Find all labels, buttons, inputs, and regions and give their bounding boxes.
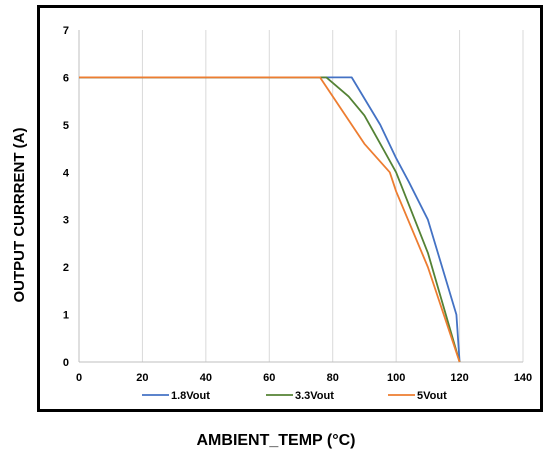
y-tick-label: 6 (63, 72, 69, 84)
chart-frame (37, 5, 543, 412)
y-tick-label: 0 (63, 357, 69, 369)
legend-label-5vout: 5Vout (417, 390, 447, 402)
y-tick-label: 3 (63, 215, 69, 227)
y-tick-label: 4 (63, 167, 70, 179)
y-tick-label: 5 (63, 120, 69, 132)
x-tick-label: 0 (76, 372, 82, 384)
x-tick-label: 20 (136, 372, 148, 384)
x-tick-label: 120 (450, 372, 468, 384)
x-tick-label: 100 (387, 372, 405, 384)
x-axis-title: AMBIENT_TEMP (°C) (197, 432, 356, 449)
series-line-5vout (79, 76, 461, 363)
y-tick-label: 2 (63, 262, 69, 274)
series-line-1-8vout (79, 76, 461, 363)
legend-label-3-3vout: 3.3Vout (295, 390, 334, 402)
legend-label-1-8vout: 1.8Vout (171, 390, 210, 402)
x-tick-label: 140 (514, 372, 532, 384)
series-line-3-3vout (79, 76, 461, 363)
axes (78, 30, 523, 363)
series-lines (79, 76, 461, 363)
y-axis-title: OUTPUT CURRRENT (A) (11, 128, 28, 303)
x-tick-label: 80 (327, 372, 339, 384)
y-tick-label: 7 (63, 25, 69, 37)
x-tick-label: 40 (200, 372, 212, 384)
legend: 1.8Vout 3.3Vout 5Vout (142, 390, 447, 402)
tick-labels: 0 1 2 3 4 5 6 7 0 20 40 60 80 100 120 140 (63, 25, 532, 384)
gridlines (141, 30, 524, 362)
y-tick-label: 1 (63, 310, 69, 322)
x-tick-label: 60 (263, 372, 275, 384)
